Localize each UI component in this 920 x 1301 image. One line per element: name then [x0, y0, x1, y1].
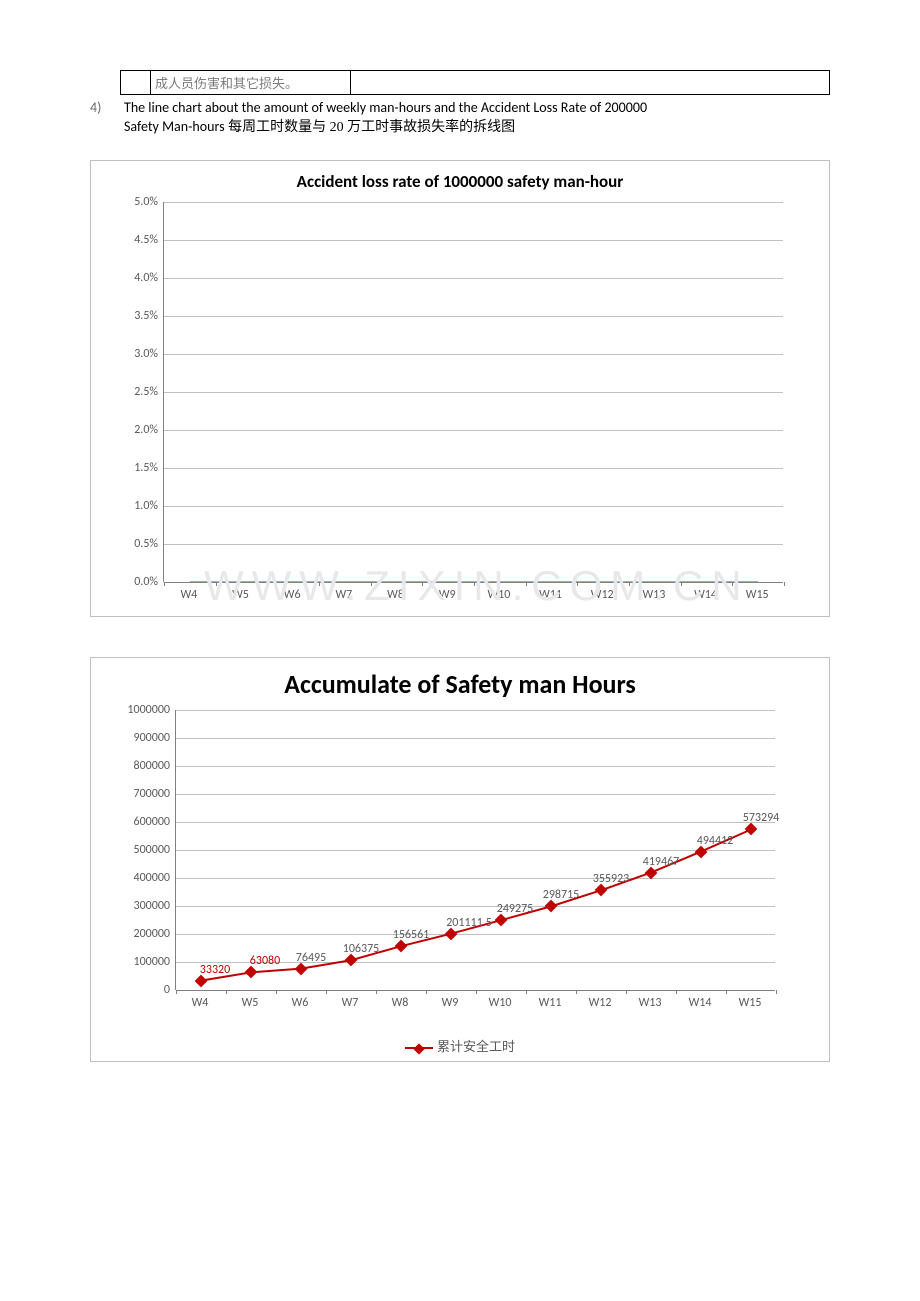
- data-label: 355923: [593, 872, 630, 886]
- x-tick-label: W8: [375, 996, 425, 1010]
- data-label: 63080: [250, 954, 280, 968]
- x-tick-label: W4: [163, 588, 215, 602]
- legend-line-icon: [405, 1047, 433, 1049]
- y-tick-label: 900000: [134, 731, 177, 745]
- chart-1-container: Accident loss rate of 1000000 safety man…: [90, 160, 830, 617]
- y-tick-label: 4.5%: [134, 233, 164, 247]
- x-tick-label: W14: [675, 996, 725, 1010]
- item-4-line2-en: Safety Man-hours: [124, 118, 225, 135]
- y-tick-label: 4.0%: [134, 271, 164, 285]
- data-label: 106375: [343, 942, 380, 956]
- x-tick-label: W15: [725, 996, 775, 1010]
- y-tick-label: 0.5%: [134, 537, 164, 551]
- data-label: 494412: [697, 834, 734, 848]
- x-tick-label: W5: [225, 996, 275, 1010]
- item-4-line2-cn: 每周工时数量与 20 万工时事故损失率的拆线图: [225, 120, 516, 135]
- data-label: 156561: [393, 928, 430, 942]
- legend-label: 累计安全工时: [437, 1039, 515, 1054]
- x-tick-label: W8: [370, 588, 422, 602]
- data-label: 33320: [200, 963, 230, 977]
- data-label: 201111.5: [446, 916, 492, 930]
- legend-marker-icon: [413, 1043, 424, 1054]
- y-tick-label: 100000: [134, 955, 177, 969]
- x-tick-label: W10: [475, 996, 525, 1010]
- x-tick-label: W9: [425, 996, 475, 1010]
- header-cell-2: 成人员伤害和其它损失。: [151, 71, 351, 94]
- y-tick-label: 400000: [134, 871, 177, 885]
- x-tick-label: W7: [325, 996, 375, 1010]
- item-4-text: The line chart about the amount of weekl…: [124, 99, 830, 136]
- y-tick-label: 300000: [134, 899, 177, 913]
- data-label: 76495: [296, 951, 326, 965]
- y-tick-label: 200000: [134, 927, 177, 941]
- item-4-number: 4): [90, 99, 108, 136]
- y-tick-label: 2.0%: [134, 423, 164, 437]
- chart-2-title: Accumulate of Safety man Hours: [105, 668, 815, 700]
- y-tick-label: 5.0%: [134, 195, 164, 209]
- item-4: 4) The line chart about the amount of we…: [90, 99, 830, 136]
- header-cell-1: [121, 71, 151, 94]
- y-tick-label: 700000: [134, 787, 177, 801]
- y-tick-label: 1000000: [127, 703, 176, 717]
- chart-2-plot: 0 100000 200000 300000 400000 500000 600000 700…: [105, 710, 815, 1018]
- data-label: 419467: [643, 855, 680, 869]
- x-tick-label: W11: [525, 996, 575, 1010]
- x-tick-label: W14: [680, 588, 732, 602]
- y-tick-label: 500000: [134, 843, 177, 857]
- x-tick-label: W12: [576, 588, 628, 602]
- item-4-line1: The line chart about the amount of weekl…: [124, 99, 647, 116]
- x-tick-label: W15: [731, 588, 783, 602]
- chart-1-title: Accident loss rate of 1000000 safety man…: [105, 171, 815, 192]
- y-tick-label: 0.0%: [134, 575, 164, 589]
- header-cell-3: [351, 71, 829, 94]
- chart-2-container: Accumulate of Safety man Hours 0 100000 20…: [90, 657, 830, 1062]
- y-tick-label: 600000: [134, 815, 177, 829]
- header-row-box: 成人员伤害和其它损失。: [120, 70, 830, 95]
- chart-2-legend: 累计安全工时: [105, 1036, 815, 1055]
- data-label: 298715: [543, 888, 580, 902]
- x-tick-label: W10: [473, 588, 525, 602]
- data-label: 573294: [743, 811, 780, 825]
- x-tick-label: W4: [175, 996, 225, 1010]
- chart-1-plot: 0.0% 0.5% 1.0% 1.5% 2.0% 2.5% 3.0% 3.5% 4.0% 4.5%…: [105, 202, 815, 610]
- y-tick-label: 3.5%: [134, 309, 164, 323]
- x-tick-label: W12: [575, 996, 625, 1010]
- x-tick-label: W9: [421, 588, 473, 602]
- x-tick-label: W13: [625, 996, 675, 1010]
- y-tick-label: 0: [164, 983, 176, 997]
- y-tick-label: 1.5%: [134, 461, 164, 475]
- y-tick-label: 800000: [134, 759, 177, 773]
- x-tick-label: W7: [318, 588, 370, 602]
- y-tick-label: 3.0%: [134, 347, 164, 361]
- x-tick-label: W13: [628, 588, 680, 602]
- y-tick-label: 2.5%: [134, 385, 164, 399]
- x-tick-label: W5: [215, 588, 267, 602]
- x-tick-label: W6: [266, 588, 318, 602]
- y-tick-label: 1.0%: [134, 499, 164, 513]
- data-label: 249275: [497, 902, 534, 916]
- x-tick-label: W6: [275, 996, 325, 1010]
- x-tick-label: W11: [525, 588, 577, 602]
